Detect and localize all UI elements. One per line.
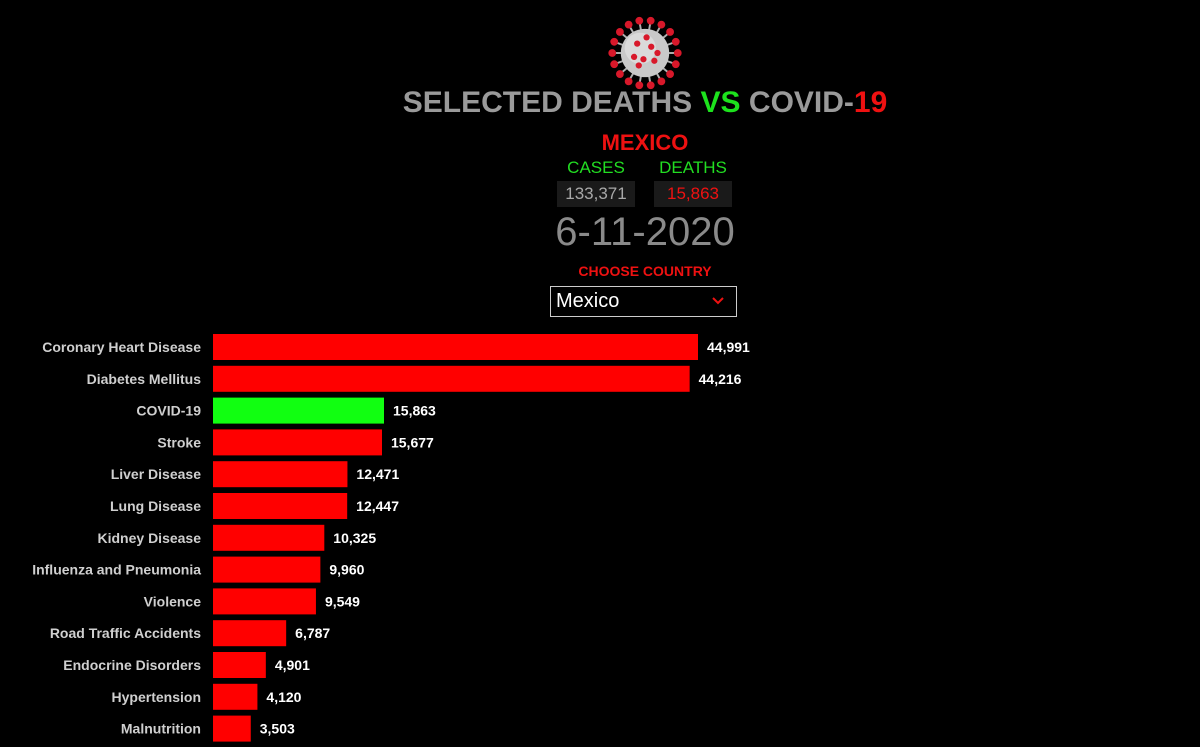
virus-spike-tip <box>673 49 682 57</box>
country-heading: MEXICO <box>601 130 689 155</box>
category-label: Kidney Disease <box>98 530 202 546</box>
bar <box>213 588 316 615</box>
category-label: Violence <box>144 593 202 609</box>
category-label: Hypertension <box>112 689 201 705</box>
virus-spike-tip <box>624 77 633 86</box>
bar <box>213 334 698 360</box>
chevron-down-icon[interactable] <box>712 297 724 305</box>
title-part-vs: VS <box>700 86 741 119</box>
virus-surface-dot <box>654 49 661 57</box>
virus-spike-tip <box>646 81 655 90</box>
bar <box>213 715 251 742</box>
category-label: Liver Disease <box>111 466 201 482</box>
bar <box>213 652 266 678</box>
bar-value-label: 44,216 <box>699 371 742 387</box>
bar <box>213 429 382 456</box>
bar <box>213 365 690 392</box>
bar <box>213 556 321 583</box>
virus-spike-tip <box>657 77 666 86</box>
bar <box>213 620 287 647</box>
virus-surface-dot <box>640 56 647 63</box>
bar-value-label: 9,549 <box>325 593 360 609</box>
virus-surface-dot <box>643 34 650 41</box>
choose-country-label: CHOOSE COUNTRY <box>578 263 712 279</box>
virus-spike-tip <box>610 60 619 69</box>
bar-value-label: 44,991 <box>707 339 750 355</box>
virus-spike-tip <box>635 81 644 90</box>
virus-spike-tip <box>646 16 655 25</box>
bar-value-label: 12,447 <box>356 498 399 514</box>
category-label: Stroke <box>157 434 201 450</box>
virus-spike-tip <box>671 60 680 69</box>
bar-value-label: 15,863 <box>393 403 436 419</box>
bar-value-label: 4,901 <box>275 657 310 673</box>
bar-value-label: 10,325 <box>333 530 376 546</box>
cases-value: 133,371 <box>557 181 635 207</box>
bar-value-label: 9,960 <box>329 562 364 578</box>
bar <box>213 461 348 488</box>
virus-spike-tip <box>608 49 617 57</box>
virus-surface-dot <box>635 62 642 69</box>
bar <box>213 683 258 710</box>
bar <box>213 524 325 551</box>
virus-spike-tip <box>666 70 674 78</box>
bar-value-label: 4,120 <box>266 689 301 705</box>
category-label: COVID-19 <box>136 403 201 419</box>
country-select-value: Mexico <box>556 290 620 312</box>
virus-spike-tip <box>616 70 624 78</box>
virus-spike-tip <box>616 28 624 36</box>
virus-spike-tip <box>624 20 633 29</box>
page-title: SELECTED DEATHS VS COVID-19 <box>0 86 1200 120</box>
deaths-label: DEATHS <box>659 158 727 177</box>
deaths-value: 15,863 <box>654 181 732 207</box>
bar-value-label: 15,677 <box>391 434 434 450</box>
virus-spike-tip <box>657 20 666 29</box>
deaths-bar-chart: Coronary Heart Disease 44,991 Diabetes Mel… <box>32 334 750 742</box>
coronavirus-icon <box>608 16 682 90</box>
bar <box>213 493 348 519</box>
category-label: Road Traffic Accidents <box>50 625 201 641</box>
country-select[interactable]: Mexico <box>550 286 737 317</box>
category-label: Endocrine Disorders <box>63 657 201 673</box>
virus-surface-dot <box>648 43 655 50</box>
virus-spike-tip <box>666 28 674 36</box>
category-label: Malnutrition <box>121 721 201 737</box>
category-label: Influenza and Pneumonia <box>32 562 201 578</box>
title-part-covid: COVID- <box>740 86 854 119</box>
bar-highlight <box>213 397 385 424</box>
cases-label: CASES <box>567 158 625 177</box>
bar-value-label: 3,503 <box>260 721 295 737</box>
category-label: Diabetes Mellitus <box>87 371 202 387</box>
bar-value-label: 12,471 <box>356 466 399 482</box>
date-display: 6-11-2020 <box>555 210 735 254</box>
virus-surface-dot <box>630 53 638 61</box>
title-part-19: 19 <box>853 86 888 119</box>
virus-surface-dot <box>634 40 641 47</box>
virus-spike-tip <box>610 37 619 46</box>
virus-surface-dot <box>651 57 658 64</box>
virus-spike-tip <box>635 16 644 25</box>
category-label: Lung Disease <box>110 498 201 514</box>
virus-spike-tip <box>671 37 680 46</box>
title-part-selected-deaths: SELECTED DEATHS <box>402 86 701 119</box>
bar-value-label: 6,787 <box>295 625 330 641</box>
category-label: Coronary Heart Disease <box>42 339 201 355</box>
